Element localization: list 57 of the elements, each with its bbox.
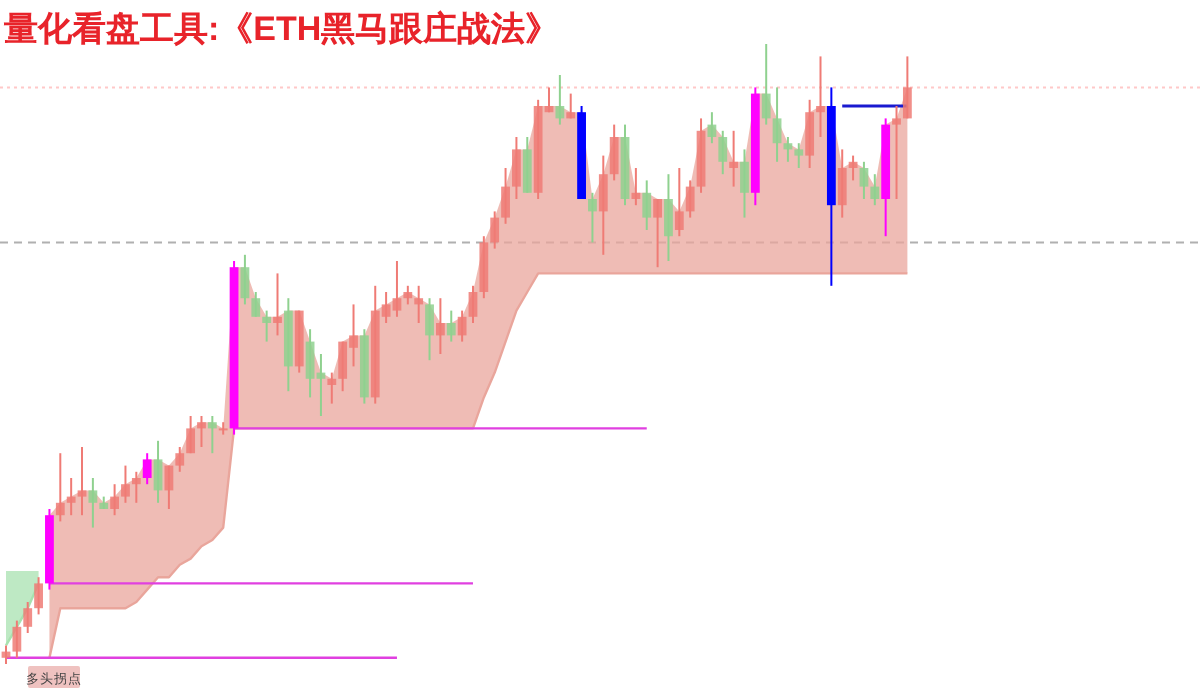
- candlestick: [555, 74, 565, 126]
- candlestick: [490, 210, 500, 250]
- candlestick: [121, 464, 130, 504]
- candlestick: [34, 576, 43, 616]
- candlestick: [66, 477, 76, 517]
- candlestick: [153, 439, 163, 504]
- candlestick: [718, 129, 728, 176]
- candlestick: [414, 284, 424, 324]
- candlestick: [12, 619, 22, 659]
- candlestick: [251, 291, 261, 318]
- candlestick: [425, 297, 434, 362]
- candlestick: [446, 309, 456, 343]
- candlestick: [740, 148, 749, 219]
- candlestick: [436, 297, 445, 355]
- candlestick: [642, 179, 652, 231]
- candlestick: [859, 160, 869, 200]
- candlestick: [23, 601, 33, 634]
- candlestick: [175, 446, 185, 473]
- candlestick: [729, 129, 739, 188]
- candlestick: [685, 179, 695, 219]
- candlestick: [902, 55, 912, 120]
- candlestick: [468, 284, 478, 324]
- candlestick: [653, 198, 662, 269]
- candlestick: [512, 136, 521, 200]
- candlestick: [870, 173, 880, 207]
- candlestick: [197, 415, 206, 448]
- candlestick: [588, 191, 597, 244]
- candlestick: [457, 309, 467, 343]
- candlestick: [761, 43, 771, 126]
- candlestick: [273, 272, 282, 337]
- candlestick: [77, 446, 87, 517]
- candlestick: [403, 284, 413, 306]
- candlestick: [522, 136, 532, 194]
- candlestick: [240, 253, 250, 306]
- candlestick: [88, 477, 98, 529]
- candlestick: [131, 470, 141, 504]
- candlestick: [772, 86, 782, 163]
- candlestick: [598, 154, 608, 256]
- candlestick: [262, 309, 272, 343]
- candlestick: [207, 415, 217, 455]
- candlestick: [794, 142, 804, 169]
- candlestick: [816, 55, 825, 138]
- candlestick: [142, 452, 152, 486]
- candlestick: [327, 371, 337, 405]
- candlestick: [631, 167, 641, 207]
- candlestick: [55, 452, 65, 523]
- chart-title: 量化看盘工具:《ETH黑马跟庄战法》: [2, 10, 560, 48]
- candlestick: [110, 483, 119, 517]
- candlestick: [837, 148, 847, 219]
- candlestick: [805, 98, 815, 169]
- candlestick: [674, 167, 684, 238]
- candlestick: [609, 123, 619, 182]
- candlestick: [664, 173, 673, 262]
- candlestick: [892, 105, 901, 200]
- candlestick: [186, 415, 196, 455]
- candlestick: [566, 92, 576, 120]
- candlestick: [501, 167, 510, 225]
